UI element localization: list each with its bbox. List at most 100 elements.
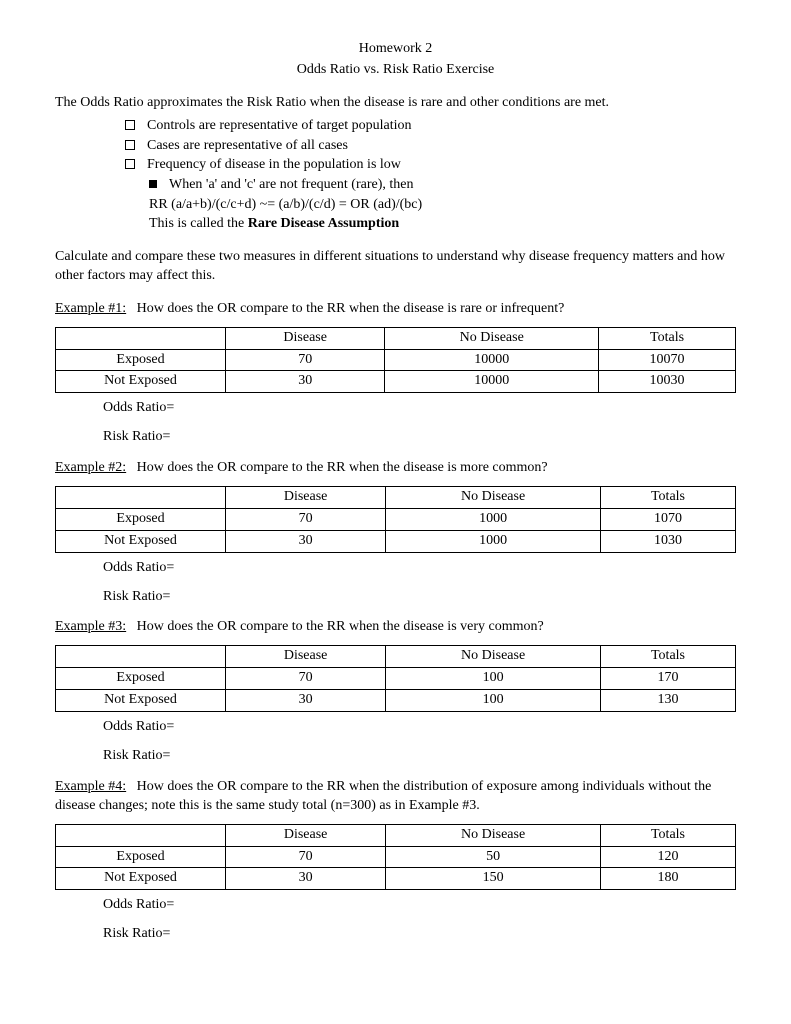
th-totals: Totals — [600, 646, 735, 668]
example-2-label: Example #2: — [55, 460, 126, 475]
cell: 1070 — [600, 508, 735, 530]
table-row: Exposed 70 1000 1070 — [56, 508, 736, 530]
th-blank — [56, 487, 226, 509]
row-label: Not Exposed — [56, 868, 226, 890]
risk-ratio-label: Risk Ratio= — [103, 747, 736, 766]
cell: 180 — [600, 868, 735, 890]
cell: 30 — [226, 690, 386, 712]
table-3: Disease No Disease Totals Exposed 70 100… — [55, 645, 736, 712]
odds-ratio-label: Odds Ratio= — [103, 896, 736, 915]
cell: 120 — [600, 846, 735, 868]
th-blank — [56, 824, 226, 846]
title-2: Odds Ratio vs. Risk Ratio Exercise — [55, 61, 736, 80]
bullet-2: Cases are representative of all cases — [125, 137, 736, 156]
cell: 30 — [226, 371, 385, 393]
example-3-line: Example #3: How does the OR compare to t… — [55, 618, 736, 637]
title-1: Homework 2 — [55, 40, 736, 59]
example-1-line: Example #1: How does the OR compare to t… — [55, 300, 736, 319]
sub-bullet-1: When 'a' and 'c' are not frequent (rare)… — [149, 176, 736, 195]
sub-assumption-bold: Rare Disease Assumption — [248, 216, 399, 231]
odds-ratio-label: Odds Ratio= — [103, 718, 736, 737]
cell: 10030 — [599, 371, 736, 393]
cell: 70 — [226, 508, 386, 530]
cell: 1000 — [386, 530, 601, 552]
bullet-2-text: Cases are representative of all cases — [147, 137, 348, 156]
odds-ratio-label: Odds Ratio= — [103, 399, 736, 418]
row-label: Exposed — [56, 349, 226, 371]
th-disease: Disease — [226, 824, 386, 846]
row-label: Exposed — [56, 508, 226, 530]
table-row: Not Exposed 30 150 180 — [56, 868, 736, 890]
checkbox-icon — [125, 140, 135, 150]
bullet-1-text: Controls are representative of target po… — [147, 117, 412, 136]
cell: 100 — [386, 690, 601, 712]
cell: 70 — [226, 668, 386, 690]
cell: 1000 — [386, 508, 601, 530]
cell: 30 — [226, 530, 386, 552]
th-totals: Totals — [599, 327, 736, 349]
table-row: Exposed 70 100 170 — [56, 668, 736, 690]
row-label: Exposed — [56, 668, 226, 690]
cell: 70 — [226, 349, 385, 371]
th-totals: Totals — [600, 487, 735, 509]
table-row: Exposed 70 10000 10070 — [56, 349, 736, 371]
cell: 1030 — [600, 530, 735, 552]
table-header-row: Disease No Disease Totals — [56, 327, 736, 349]
table-row: Not Exposed 30 10000 10030 — [56, 371, 736, 393]
example-4-line: Example #4: How does the OR compare to t… — [55, 778, 736, 816]
example-4-q: How does the OR compare to the RR when t… — [55, 779, 711, 813]
example-1-q: How does the OR compare to the RR when t… — [137, 301, 565, 316]
table-row: Not Exposed 30 1000 1030 — [56, 530, 736, 552]
example-4-label: Example #4: — [55, 779, 126, 794]
row-label: Not Exposed — [56, 371, 226, 393]
sub-bullet-1-text: When 'a' and 'c' are not frequent (rare)… — [169, 176, 413, 195]
risk-ratio-label: Risk Ratio= — [103, 925, 736, 944]
cell: 10070 — [599, 349, 736, 371]
cell: 10000 — [385, 349, 599, 371]
cell: 30 — [226, 868, 386, 890]
bullet-1: Controls are representative of target po… — [125, 117, 736, 136]
th-nodisease: No Disease — [385, 327, 599, 349]
table-2: Disease No Disease Totals Exposed 70 100… — [55, 486, 736, 553]
table-row: Exposed 70 50 120 — [56, 846, 736, 868]
example-3-q: How does the OR compare to the RR when t… — [137, 619, 544, 634]
cell: 10000 — [385, 371, 599, 393]
th-totals: Totals — [600, 824, 735, 846]
cell: 130 — [600, 690, 735, 712]
row-label: Not Exposed — [56, 690, 226, 712]
table-header-row: Disease No Disease Totals — [56, 487, 736, 509]
sub-assumption-prefix: This is called the — [149, 216, 248, 231]
table-row: Not Exposed 30 100 130 — [56, 690, 736, 712]
risk-ratio-label: Risk Ratio= — [103, 428, 736, 447]
cell: 70 — [226, 846, 386, 868]
th-blank — [56, 646, 226, 668]
cell: 50 — [386, 846, 601, 868]
th-nodisease: No Disease — [386, 824, 601, 846]
bullet-3-text: Frequency of disease in the population i… — [147, 156, 401, 175]
row-label: Not Exposed — [56, 530, 226, 552]
th-disease: Disease — [226, 487, 386, 509]
title-block: Homework 2 Odds Ratio vs. Risk Ratio Exe… — [55, 40, 736, 80]
odds-ratio-label: Odds Ratio= — [103, 559, 736, 578]
row-label: Exposed — [56, 846, 226, 868]
example-1-label: Example #1: — [55, 301, 126, 316]
bullet-list: Controls are representative of target po… — [125, 117, 736, 234]
th-nodisease: No Disease — [386, 646, 601, 668]
example-2-q: How does the OR compare to the RR when t… — [137, 460, 548, 475]
example-2-line: Example #2: How does the OR compare to t… — [55, 459, 736, 478]
cell: 150 — [386, 868, 601, 890]
checkbox-icon — [125, 120, 135, 130]
square-icon — [149, 180, 157, 188]
table-1: Disease No Disease Totals Exposed 70 100… — [55, 327, 736, 394]
sub-bullet-list: When 'a' and 'c' are not frequent (rare)… — [149, 176, 736, 234]
table-header-row: Disease No Disease Totals — [56, 824, 736, 846]
th-nodisease: No Disease — [386, 487, 601, 509]
table-header-row: Disease No Disease Totals — [56, 646, 736, 668]
intro-text: The Odds Ratio approximates the Risk Rat… — [55, 94, 736, 113]
para-2: Calculate and compare these two measures… — [55, 248, 736, 286]
example-3-label: Example #3: — [55, 619, 126, 634]
checkbox-icon — [125, 159, 135, 169]
cell: 100 — [386, 668, 601, 690]
cell: 170 — [600, 668, 735, 690]
bullet-3: Frequency of disease in the population i… — [125, 156, 736, 175]
